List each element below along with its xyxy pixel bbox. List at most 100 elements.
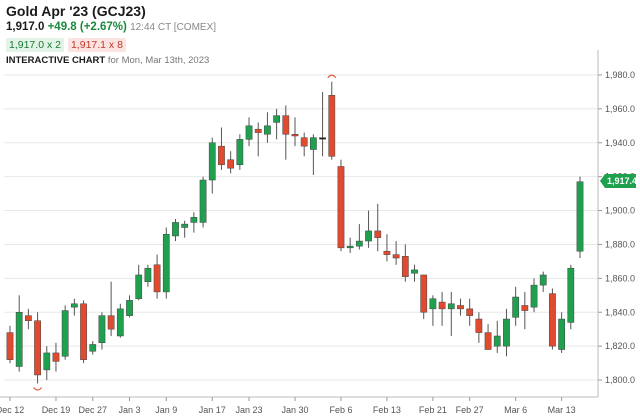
candle-body [116, 308, 124, 337]
y-axis: 1,800.0 1,820.0 1,840.0 1,860.0 1,880.0 1,900… [597, 50, 635, 397]
candle [503, 308, 510, 357]
candle-body [383, 250, 391, 255]
last-price-tag [600, 174, 636, 189]
candle-body [236, 139, 244, 166]
ask-badge: 1,917.1 x 8 [67, 38, 126, 52]
candle [25, 308, 32, 330]
y-tick-label: 1,880.0 [605, 239, 635, 249]
candle-body [52, 352, 60, 362]
candle-body [89, 344, 97, 352]
candle-body [282, 115, 290, 135]
candle [530, 278, 538, 313]
quote-line: 1,917.0 +49.8 (+2.67%) 12:44 CT [COMEX] [6, 20, 216, 35]
x-tick-label: Jan 3 [119, 405, 141, 415]
candle [6, 325, 14, 364]
candle [383, 234, 391, 262]
candle [52, 342, 60, 372]
candle-body [310, 137, 317, 150]
candle-body [567, 267, 575, 323]
candle [34, 312, 41, 384]
candle-body [144, 267, 152, 282]
candle-body [466, 308, 474, 316]
candle [337, 159, 345, 252]
candle [61, 305, 69, 360]
candle [15, 295, 23, 372]
chart-subtitle: INTERACTIVE CHART for Mon, Mar 13th, 202… [6, 55, 216, 66]
candle [401, 244, 409, 282]
candle [181, 220, 189, 238]
candle-body [254, 128, 262, 133]
candle [558, 312, 565, 353]
y-tick-label: 1,940.0 [605, 138, 635, 148]
candle-body [162, 234, 170, 293]
candle-body [438, 301, 446, 310]
candle [392, 241, 400, 265]
candle-body [503, 318, 510, 347]
candle-body [190, 217, 198, 223]
candle [236, 134, 244, 170]
instrument-title: Gold Apr '23 (GCJ23) [6, 3, 146, 19]
candle-body [181, 223, 189, 228]
candle [98, 312, 106, 350]
candles [6, 74, 584, 391]
candle [144, 264, 152, 287]
candle-body [70, 303, 78, 308]
candle-body [227, 159, 235, 169]
candle-body [107, 315, 115, 330]
x-tick-label: Feb 21 [419, 405, 447, 415]
x-tick-label: Dec 27 [78, 405, 107, 415]
candle-body [34, 320, 41, 376]
candle [475, 312, 483, 343]
candle [282, 105, 290, 160]
candle [208, 137, 216, 194]
candle-body [447, 303, 455, 310]
candle [493, 320, 501, 353]
candle-body [208, 142, 216, 181]
candle-body [319, 137, 326, 140]
y-tick-label: 1,820.0 [605, 341, 635, 351]
chart-header: Gold Apr '23 (GCJ23) 1,917.0 +49.8 (+2.6… [6, 3, 216, 66]
candle-body [558, 318, 565, 350]
candle-body [420, 274, 428, 313]
x-tick-label: Jan 9 [155, 405, 177, 415]
candle [89, 341, 97, 355]
candle [447, 291, 455, 336]
y-tick-label: 1,900.0 [605, 206, 635, 216]
candle [484, 324, 492, 350]
candle-body [539, 274, 547, 286]
candle-body [392, 254, 400, 259]
last-price: 1,917.0 [6, 21, 45, 33]
candle-body [291, 134, 299, 137]
candle-body [374, 230, 382, 238]
candle-body [300, 137, 308, 147]
x-tick-label: Dec 19 [42, 405, 71, 415]
candle-body [218, 145, 225, 166]
candle [227, 151, 235, 174]
x-axis: Dec 12 Dec 19 Dec 27 Jan 3 Jan 9 Jan 17 Jan 23… [0, 396, 598, 415]
chart-date: for Mon, Mar 13th, 2023 [107, 55, 210, 66]
candle-body [355, 240, 363, 247]
candle-body [6, 332, 14, 360]
y-tick-label: 1,960.0 [605, 104, 635, 114]
last-price-marker: 1,917.4 [600, 174, 637, 189]
candle [521, 291, 529, 330]
candle-body [135, 274, 143, 299]
candle-body [457, 305, 464, 310]
candle-body [365, 230, 372, 242]
candle-body [401, 256, 409, 277]
candle-body [98, 315, 106, 344]
candle-body [172, 222, 179, 237]
interactive-chart-link[interactable]: INTERACTIVE CHART [6, 55, 106, 66]
candle [319, 91, 326, 157]
candle [429, 295, 437, 326]
candle [512, 286, 520, 326]
candle-body [15, 312, 23, 367]
candle [576, 176, 584, 259]
y-tick-label: 1,800.0 [605, 375, 635, 385]
bid-badge: 1,917.0 x 2 [6, 38, 64, 52]
candle-body [549, 293, 556, 347]
candle-body [199, 179, 207, 223]
candle-body [346, 245, 354, 249]
candle-body [328, 95, 336, 157]
